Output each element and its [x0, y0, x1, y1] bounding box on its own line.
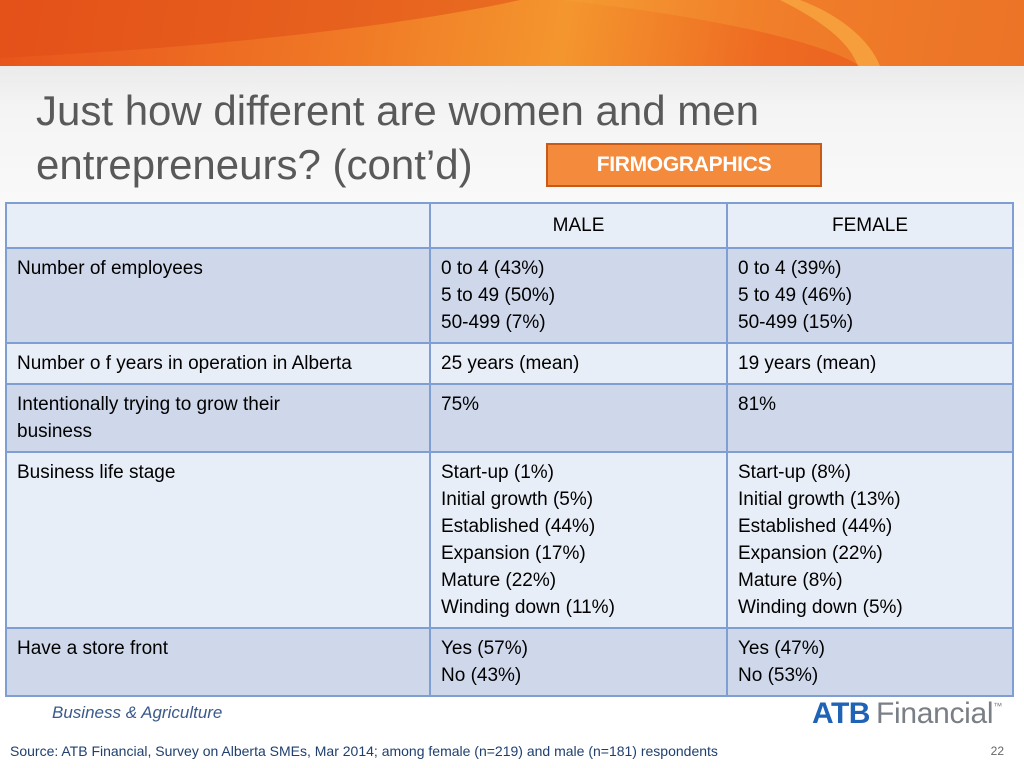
cell-line: Start-up (1%) — [441, 462, 554, 483]
female-cell: Yes (47%) No (53%) — [726, 627, 1014, 697]
cell-line: 0 to 4 (39%) — [738, 258, 842, 279]
cell-line: Yes (47%) — [738, 638, 825, 659]
cell-line: Mature (8%) — [738, 570, 843, 591]
cell-line: 5 to 49 (50%) — [441, 285, 556, 306]
table-row-employees: Number of employees 0 to 4 (43%) 5 to 49… — [5, 247, 1014, 344]
row-label: Intentionally trying to grow their busin… — [5, 383, 431, 453]
table-row-life-stage: Business life stage Start-up (1%) Initia… — [5, 451, 1014, 629]
table-row-growth: Intentionally trying to grow their busin… — [5, 383, 1014, 453]
cell-line: 75% — [441, 394, 480, 415]
banner-swoosh — [0, 0, 1024, 66]
cell-line: Winding down (5%) — [738, 597, 903, 618]
cell-line: 81% — [738, 394, 777, 415]
header-empty-cell — [5, 202, 431, 249]
cell-line: Start-up (8%) — [738, 462, 851, 483]
cell-line: 0 to 4 (43%) — [441, 258, 545, 279]
cell-line: No (43%) — [441, 665, 522, 686]
female-cell: Start-up (8%) Initial growth (13%) Estab… — [726, 451, 1014, 629]
cell-line: No (53%) — [738, 665, 819, 686]
cell-line: Established (44%) — [441, 516, 596, 537]
logo-financial-text: Financial — [875, 697, 994, 730]
row-label: Business life stage — [5, 451, 431, 629]
logo-trademark: ™ — [993, 701, 1003, 711]
table-row-years: Number o f years in operation in Alberta… — [5, 342, 1014, 385]
male-cell: 75% — [429, 383, 728, 453]
row-label: Have a store front — [5, 627, 431, 697]
comparison-table: MALE FEMALE Number of employees 0 to 4 (… — [5, 202, 1014, 697]
page-number: 22 — [990, 744, 1004, 758]
atb-financial-logo: ATB Financial ™ — [812, 697, 1002, 731]
row-label: Number o f years in operation in Alberta — [5, 342, 431, 385]
female-cell: 19 years (mean) — [726, 342, 1014, 385]
table-row-store-front: Have a store front Yes (57%) No (43%) Ye… — [5, 627, 1014, 697]
header-male: MALE — [429, 202, 728, 249]
cell-line: Initial growth (5%) — [441, 489, 594, 510]
header-female: FEMALE — [726, 202, 1014, 249]
cell-line: 50-499 (15%) — [738, 312, 854, 333]
cell-line: Winding down (11%) — [441, 597, 615, 618]
table-header-row: MALE FEMALE — [5, 202, 1014, 249]
cell-line: 19 years (mean) — [738, 353, 877, 374]
cell-line: Initial growth (13%) — [738, 489, 901, 510]
cell-line: 50-499 (7%) — [441, 312, 546, 333]
female-cell: 0 to 4 (39%) 5 to 49 (46%) 50-499 (15%) — [726, 247, 1014, 344]
row-label: Number of employees — [5, 247, 431, 344]
cell-line: 25 years (mean) — [441, 353, 580, 374]
row-label-text: Intentionally trying to grow their busin… — [17, 394, 280, 442]
top-banner — [0, 0, 1024, 66]
section-label: Business & Agriculture — [52, 703, 223, 722]
cell-line: Mature (22%) — [441, 570, 557, 591]
male-cell: 0 to 4 (43%) 5 to 49 (50%) 50-499 (7%) — [429, 247, 728, 344]
male-cell: 25 years (mean) — [429, 342, 728, 385]
cell-line: 5 to 49 (46%) — [738, 285, 853, 306]
cell-line: Yes (57%) — [441, 638, 528, 659]
firmographics-badge: FIRMOGRAPHICS — [546, 143, 822, 187]
source-note: Source: ATB Financial, Survey on Alberta… — [10, 743, 718, 759]
cell-line: Established (44%) — [738, 516, 893, 537]
male-cell: Yes (57%) No (43%) — [429, 627, 728, 697]
page-title: Just how different are women and men ent… — [36, 87, 759, 188]
female-cell: 81% — [726, 383, 1014, 453]
cell-line: Expansion (22%) — [738, 543, 883, 564]
cell-line: Expansion (17%) — [441, 543, 586, 564]
logo-atb-text: ATB — [812, 697, 870, 730]
male-cell: Start-up (1%) Initial growth (5%) Establ… — [429, 451, 728, 629]
